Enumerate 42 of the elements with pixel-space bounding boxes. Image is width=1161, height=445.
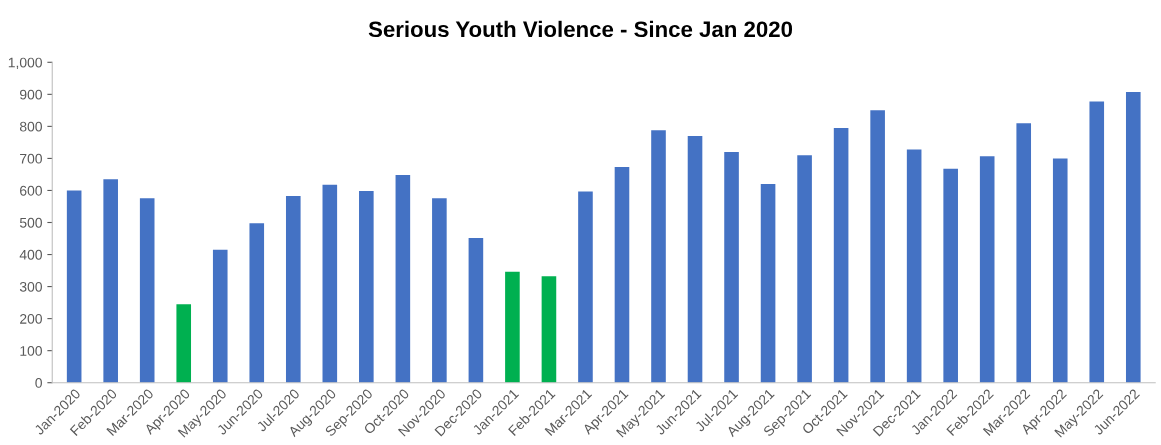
bar xyxy=(541,276,557,383)
bar xyxy=(359,191,374,383)
bar xyxy=(103,179,118,383)
bar xyxy=(285,195,301,383)
bar xyxy=(1089,101,1105,383)
bar xyxy=(176,304,192,383)
bar xyxy=(651,130,666,383)
bar xyxy=(249,223,265,383)
y-tick-label: 800 xyxy=(19,121,42,132)
bar xyxy=(870,110,885,383)
bar xyxy=(66,190,82,383)
bar xyxy=(1016,123,1032,383)
bar xyxy=(505,271,520,383)
bar xyxy=(432,198,447,383)
bar xyxy=(1125,92,1141,383)
y-tick-label: 500 xyxy=(19,217,42,228)
y-tick-label: 1,000 xyxy=(8,57,42,70)
y-tick-label: 100 xyxy=(20,345,42,356)
bar xyxy=(614,167,630,383)
y-tick-label: 600 xyxy=(20,185,42,196)
bar xyxy=(139,198,155,383)
chart-title: Serious Youth Violence - Since Jan 2020 xyxy=(368,20,793,38)
y-tick-label: 0 xyxy=(35,378,42,388)
bar xyxy=(322,184,338,383)
bar xyxy=(797,155,812,383)
bar xyxy=(687,135,703,383)
y-tick-label: 400 xyxy=(19,249,42,260)
bar xyxy=(1052,158,1068,383)
bar xyxy=(578,191,593,383)
bar xyxy=(468,237,484,383)
y-tick-label: 700 xyxy=(20,153,42,164)
bar xyxy=(979,156,995,383)
y-tick-label: 900 xyxy=(20,89,42,100)
y-tick-label: 200 xyxy=(20,313,42,324)
bar xyxy=(212,249,228,383)
bar xyxy=(833,127,849,383)
bar xyxy=(943,168,958,383)
y-tick-label: 300 xyxy=(19,281,42,292)
bar xyxy=(760,184,776,383)
bar xyxy=(395,175,411,383)
bar xyxy=(906,149,922,383)
bar xyxy=(724,152,739,383)
